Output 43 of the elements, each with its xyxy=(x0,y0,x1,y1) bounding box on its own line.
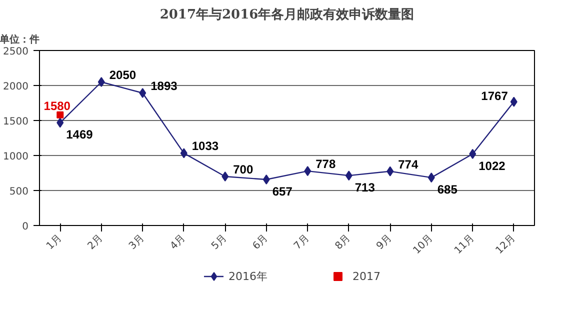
legend-label: 2017 xyxy=(352,270,380,282)
point xyxy=(345,170,352,181)
point xyxy=(180,148,188,158)
point xyxy=(304,166,312,176)
x-tick-label: 3月 xyxy=(127,232,147,252)
data-label: 2050 xyxy=(109,68,136,82)
data-label: 1767 xyxy=(481,88,508,103)
x-tick-label: 7月 xyxy=(292,232,312,252)
y-tick-label: 500 xyxy=(9,186,29,198)
point xyxy=(262,174,270,185)
point xyxy=(222,172,229,182)
data-label: 1033 xyxy=(192,139,219,154)
point xyxy=(428,172,435,183)
chart-title: 2017年与2016年各月邮政有效申诉数量图 xyxy=(160,6,414,22)
point xyxy=(510,96,518,107)
y-tick-label: 1000 xyxy=(3,152,29,162)
y-tick-label: 1500 xyxy=(3,116,29,128)
point xyxy=(56,111,64,118)
x-tick-label: 6月 xyxy=(250,232,270,252)
x-tick-label: 4月 xyxy=(168,232,188,252)
data-label: 774 xyxy=(398,157,418,172)
x-tick-label: 5月 xyxy=(210,232,230,252)
point xyxy=(56,118,64,128)
data-label: 1022 xyxy=(478,158,506,173)
point xyxy=(386,166,394,176)
data-label: 778 xyxy=(316,157,336,172)
point xyxy=(98,77,105,87)
x-tick-label: 12月 xyxy=(494,232,518,256)
x-tick-label: 2月 xyxy=(86,232,106,252)
data-label: 700 xyxy=(233,162,254,176)
data-label: 1469 xyxy=(66,128,94,142)
x-tick-label: 1月 xyxy=(44,232,64,252)
x-tick-label: 11月 xyxy=(452,232,477,256)
data-label: 1580 xyxy=(44,98,71,113)
x-tick-label: 8月 xyxy=(333,232,353,252)
y-tick-label: 0 xyxy=(22,222,29,232)
point xyxy=(469,148,476,159)
x-tick-label: 10月 xyxy=(411,232,436,256)
legend-label: 2016年 xyxy=(228,268,268,284)
x-tick-label: 9月 xyxy=(374,232,394,252)
y-tick-label: 2000 xyxy=(3,82,29,92)
point xyxy=(139,88,146,98)
y-tick-label: 2500 xyxy=(3,46,29,58)
